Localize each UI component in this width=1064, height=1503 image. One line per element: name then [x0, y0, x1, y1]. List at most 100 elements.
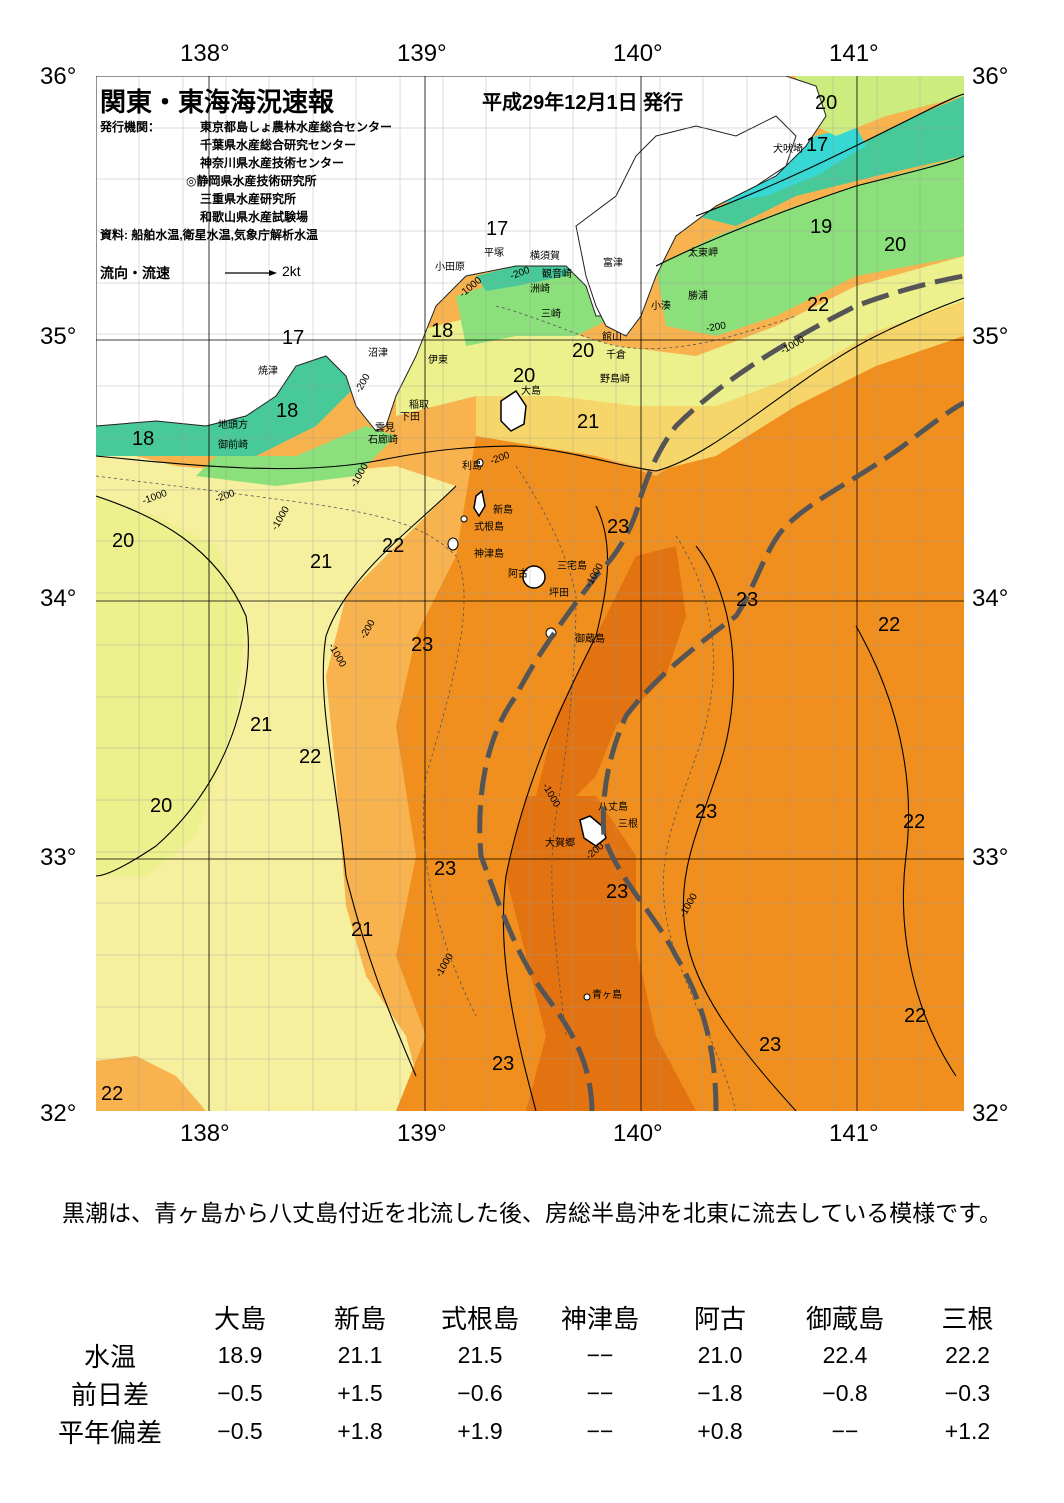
lat-label-33-right: 33°	[972, 844, 1009, 871]
row-label: 水温	[83, 1341, 136, 1372]
place-label: 雲見	[375, 423, 395, 434]
isotherm-label: 22	[299, 746, 322, 768]
table-cell: −1.8	[697, 1379, 743, 1406]
island-hachijojima	[579, 815, 607, 847]
place-label: 新島	[493, 505, 513, 516]
flow-legend-label: 流向・流速	[100, 265, 170, 281]
isotherm-label: 20	[513, 365, 536, 387]
isotherm-label: 23	[695, 801, 718, 823]
lat-label-35-left: 35°	[40, 323, 77, 350]
table-cell: +1.8	[337, 1417, 383, 1444]
issuer-1: 千葉県水産総合研究センター	[200, 138, 357, 152]
water-temperature-table: 大島 新島 式根島 神津島 阿古 御蔵島 三根 水温 18.9 21.1 21.…	[40, 1298, 1025, 1450]
isotherm-zone-20-west	[96, 496, 246, 876]
lon-label-140-bottom: 140°	[613, 1120, 663, 1147]
column-header: 御蔵島	[805, 1303, 884, 1334]
isotherm-label: 23	[411, 634, 434, 656]
place-label: 平塚	[484, 248, 504, 259]
isotherm-label: 23	[434, 858, 457, 880]
column-header: 新島	[333, 1303, 386, 1334]
isotherm-label: 23	[736, 589, 759, 611]
kuroshio-axis-main	[477, 273, 964, 1111]
lat-label-32-left: 32°	[40, 1100, 77, 1127]
place-label: 千倉	[606, 350, 626, 361]
column-header: 三根	[941, 1303, 994, 1334]
table-cell: −0.3	[944, 1379, 991, 1406]
place-label: 地頭方	[218, 420, 248, 431]
isotherm-zone-19	[656, 156, 964, 336]
place-label: 三根	[618, 819, 638, 830]
lon-label-139-bottom: 139°	[397, 1120, 447, 1147]
place-label: 勝浦	[688, 291, 708, 302]
place-label: 稲取	[409, 400, 429, 411]
island-oshima	[500, 389, 527, 432]
table-cell: −0.5	[217, 1379, 263, 1406]
table-cell: 21.1	[337, 1341, 383, 1368]
lon-label-140-top: 140°	[613, 40, 663, 67]
lon-label-139-top: 139°	[397, 40, 447, 67]
isotherm-label: 19	[810, 216, 833, 238]
place-label: 大島	[521, 386, 541, 397]
isotherm-label: 17	[282, 327, 305, 349]
lat-label-32-right: 32°	[972, 1100, 1009, 1127]
lat-label-33-left: 33°	[40, 844, 77, 871]
isotherm-lines	[96, 93, 964, 1111]
isotherm-label: 20	[572, 340, 595, 362]
table-cell: −0.6	[457, 1379, 503, 1406]
isotherm-label: 18	[431, 320, 454, 342]
place-label: 犬吠埼	[773, 144, 803, 155]
isotherm-label: 18	[276, 400, 299, 422]
lat-label-36-left: 36°	[40, 63, 77, 90]
table-cell: 21.0	[697, 1341, 743, 1368]
isotherm-zone-19-suruga	[196, 426, 396, 486]
place-label: 八丈島	[598, 802, 628, 813]
map-title: 関東・東海海況速報	[100, 87, 335, 117]
island-miyakejima	[522, 565, 546, 589]
island-shikinejima	[460, 515, 468, 523]
kuroshio-axis-offshore	[600, 400, 964, 1111]
isotherm-label: 22	[101, 1083, 124, 1105]
isotherm-label: 21	[250, 714, 273, 736]
place-label: 御蔵島	[575, 634, 605, 645]
table-cell: −0.8	[822, 1379, 868, 1406]
isotherm-label: 22	[382, 535, 405, 557]
isotherm-label: 22	[904, 1005, 927, 1027]
isotherm-label: 18	[132, 428, 155, 450]
table-cell: −−	[586, 1379, 614, 1406]
table-cell: 21.5	[457, 1341, 503, 1368]
lon-label-138-bottom: 138°	[180, 1120, 230, 1147]
isotherm-label: 20	[815, 92, 838, 114]
isotherm-label: 21	[351, 919, 374, 941]
place-label: 太東岬	[688, 248, 718, 259]
table-cell: −0.5	[217, 1417, 263, 1444]
place-label: 坪田	[549, 588, 569, 599]
table-cell: −−	[586, 1341, 614, 1368]
isotherm-label: 17	[806, 134, 829, 156]
table-cell: −−	[586, 1417, 614, 1444]
lat-label-34-right: 34°	[972, 585, 1009, 612]
isotherm-label: 17	[486, 218, 509, 240]
flow-legend-scale: 2kt	[282, 263, 301, 279]
isotherm-label: 21	[577, 411, 600, 433]
place-label: 神津島	[474, 549, 504, 560]
table-cell: 18.9	[217, 1341, 263, 1368]
isotherm-label: 22	[878, 614, 901, 636]
table-row: 水温 18.9 21.1 21.5 −− 21.0 22.4 22.2	[40, 1336, 1025, 1374]
place-label: 青ヶ島	[592, 990, 622, 1001]
table-row: 前日差 −0.5 +1.5 −0.6 −− −1.8 −0.8 −0.3	[40, 1374, 1025, 1412]
place-label: 横須賀	[530, 251, 560, 262]
isotherm-zone-22-sw	[96, 1056, 206, 1111]
table-cell: +1.5	[337, 1379, 383, 1406]
isotherm-label: 23	[607, 516, 630, 538]
place-label: 館山	[602, 332, 622, 343]
place-label: 小湊	[651, 301, 671, 312]
place-label: 阿古	[508, 569, 528, 580]
bathymetry-lines	[96, 305, 797, 1111]
place-label: 小田原	[435, 262, 465, 273]
isotherm-label: 22	[903, 811, 926, 833]
isotherm-zone-17-sagami	[476, 261, 576, 291]
isotherm-zone-20-ne	[796, 76, 964, 136]
island-aogashima	[583, 993, 591, 1001]
issuer-2: 神奈川県水産技術センター	[200, 156, 345, 170]
isotherm-zone-24-a	[536, 546, 686, 796]
